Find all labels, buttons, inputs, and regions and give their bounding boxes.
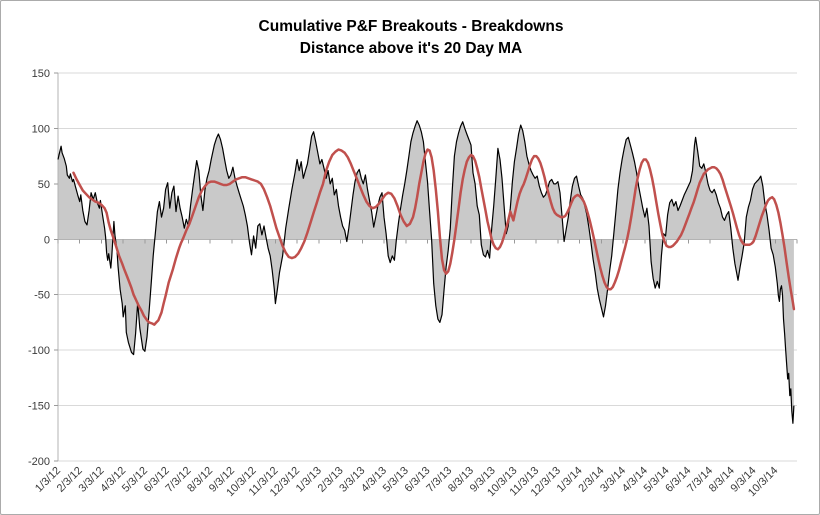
ma-20day-line	[72, 148, 796, 326]
series-layer	[57, 120, 796, 424]
axes-layer	[54, 72, 798, 462]
y-tick-label: -50	[34, 290, 50, 302]
chart-title-line2: Distance above it's 20 Day MA	[300, 40, 523, 57]
area-fill	[58, 120, 794, 424]
x-axis-labels: 1/3/122/3/123/3/124/3/125/3/126/3/127/3/…	[33, 465, 780, 499]
chart-title-line1: Cumulative P&F Breakouts - Breakdowns	[259, 18, 564, 35]
y-tick-label: -100	[28, 345, 50, 357]
y-tick-label: 100	[32, 123, 50, 135]
y-tick-label: 0	[44, 234, 50, 246]
y-tick-label: 150	[32, 68, 50, 80]
gridlines-layer	[58, 72, 797, 462]
y-tick-label: -200	[28, 456, 50, 468]
y-tick-label: 50	[38, 179, 50, 191]
breakouts-line	[57, 120, 795, 424]
area-layer	[58, 120, 794, 424]
y-tick-label: -150	[28, 401, 50, 413]
y-axis-labels: 150 100 50 0 -50 -100 -150 -200	[28, 68, 50, 468]
